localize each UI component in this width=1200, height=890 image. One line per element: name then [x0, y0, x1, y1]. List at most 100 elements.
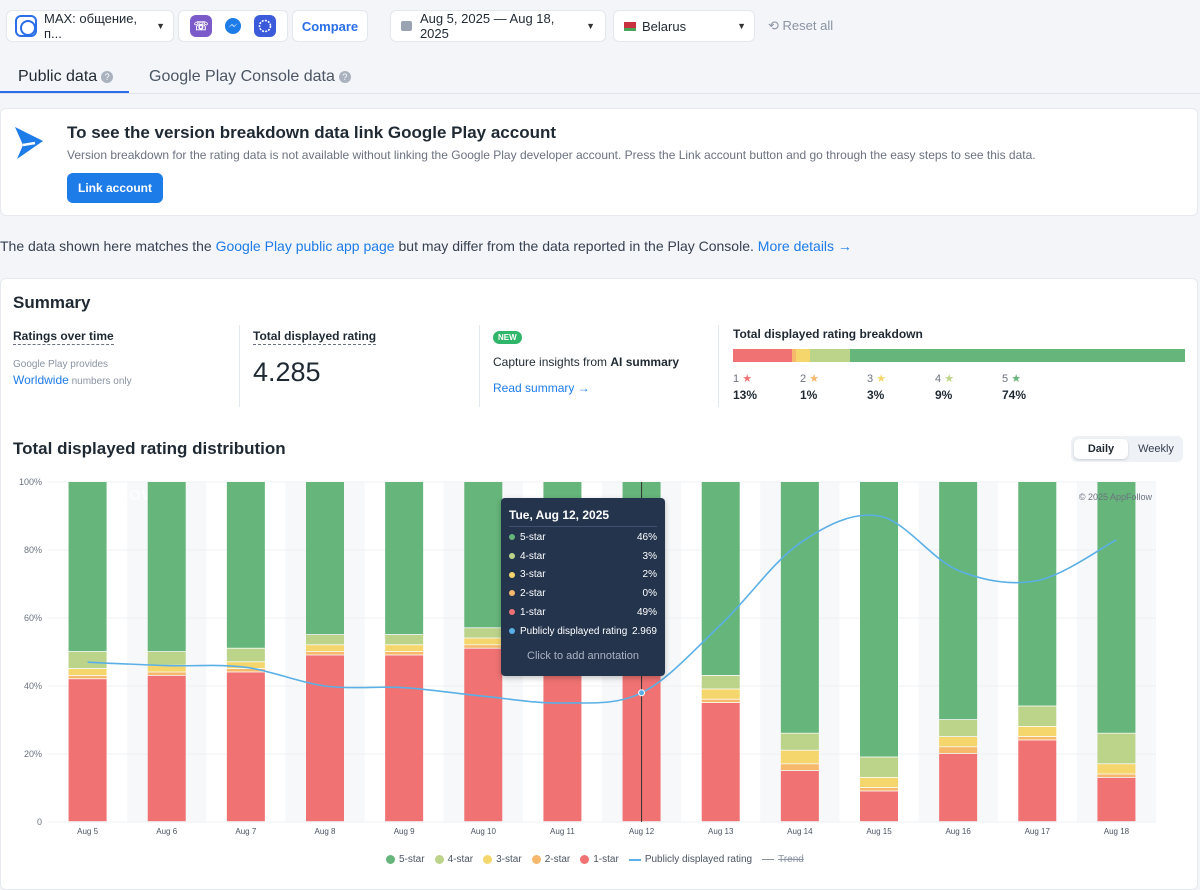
- bar-3-star: [385, 645, 424, 652]
- bar-1-star: [543, 648, 582, 822]
- bar-5-star: [939, 482, 978, 720]
- bar-3-star: [1018, 726, 1057, 737]
- legend-3-star[interactable]: 3-star: [483, 854, 522, 865]
- appfollow-logo-icon: [15, 127, 43, 159]
- tooltip-row-value: 0%: [642, 588, 657, 600]
- legend-displayed-rating[interactable]: Publicly displayed rating: [628, 854, 752, 865]
- bar-1-star: [464, 648, 503, 822]
- rating-point-highlight: [638, 689, 646, 697]
- bar-5-star: [860, 482, 898, 757]
- legend-5-star[interactable]: 5-star: [386, 854, 425, 865]
- bar-2-star: [385, 652, 424, 655]
- series-dot: [509, 627, 515, 634]
- tooltip-row: Publicly displayed rating 2.969: [509, 626, 657, 640]
- tooltip-row: 1-star 49%: [509, 607, 657, 621]
- tooltip-row-label: 1-star: [520, 606, 546, 618]
- tooltip-row-label: 4-star: [520, 550, 546, 562]
- help-icon[interactable]: ?: [101, 70, 114, 83]
- provides-text: Google Play provides: [13, 359, 109, 370]
- messenger-icon[interactable]: [222, 15, 244, 37]
- bar-3-star: [701, 689, 740, 699]
- breakdown-segment-5-star: [850, 349, 1185, 362]
- x-tick-label: Aug 10: [471, 827, 497, 836]
- bar-3-star: [860, 777, 898, 788]
- bar-4-star: [939, 720, 978, 737]
- bar-4-star: [701, 675, 740, 689]
- refresh-icon: ⟲: [768, 18, 783, 33]
- star-icon: ★: [944, 373, 955, 385]
- country-selector[interactable]: Belarus ▼: [613, 10, 755, 42]
- help-icon[interactable]: ?: [338, 70, 351, 83]
- legend-4-star[interactable]: 4-star: [434, 854, 473, 865]
- star-number: 3: [867, 373, 877, 385]
- ai-summary-label: AI summary: [610, 355, 680, 369]
- bar-2-star: [68, 675, 107, 679]
- date-range-picker[interactable]: Aug 5, 2025 — Aug 18, 2025 ▼: [390, 10, 606, 42]
- total-rating-value: 4.285: [253, 357, 321, 387]
- y-tick-label: 60%: [24, 613, 42, 623]
- new-badge: NEW: [493, 331, 522, 344]
- series-dot: [509, 534, 515, 541]
- belarus-flag-icon: [622, 21, 636, 31]
- y-tick-label: 100%: [19, 477, 42, 487]
- tooltip-row-value: 49%: [636, 606, 657, 618]
- bar-4-star: [780, 733, 819, 750]
- bar-5-star: [1097, 482, 1136, 733]
- star-pct: 13%: [733, 388, 758, 402]
- bar-1-star: [1097, 777, 1136, 822]
- capture-text: Capture insights from: [493, 355, 611, 369]
- banner-title: To see the version breakdown data link G…: [67, 123, 557, 142]
- note-prefix: The data shown here matches the: [0, 238, 216, 254]
- bar-2-star: [464, 645, 503, 648]
- x-tick-label: Aug 8: [315, 827, 336, 836]
- app-selector[interactable]: MAX: общение, п... ▼: [6, 10, 174, 42]
- add-annotation-hint[interactable]: Click to add annotation: [527, 650, 639, 662]
- x-tick-label: Aug 12: [629, 827, 655, 836]
- breakdown-segment-3-star: [796, 349, 810, 362]
- reset-all-label: Reset all: [782, 18, 834, 33]
- tooltip-row-value: 2%: [642, 569, 657, 581]
- active-tab-indicator: [0, 91, 129, 93]
- bar-1-star: [147, 675, 186, 822]
- bar-2-star: [226, 669, 265, 672]
- x-tick-label: Aug 13: [708, 827, 734, 836]
- more-details-link[interactable]: More details →: [757, 238, 852, 254]
- bar-3-star: [1097, 764, 1136, 774]
- tab-public-data[interactable]: Public data?: [18, 68, 114, 86]
- star-number: 4: [935, 373, 945, 385]
- chevron-down-icon: ▼: [737, 21, 746, 31]
- star-breakdown-1: 1 ★ 13%: [733, 372, 757, 402]
- bar-4-star: [68, 652, 107, 669]
- competitor-icons: ☏: [178, 10, 288, 42]
- legend-1-star[interactable]: 1-star: [580, 854, 619, 865]
- star-breakdown-2: 2 ★ 1%: [800, 372, 819, 402]
- date-range-value: Aug 5, 2025 — Aug 18, 2025: [419, 11, 555, 41]
- x-tick-label: Aug 6: [156, 827, 177, 836]
- x-tick-label: Aug 14: [787, 827, 813, 836]
- tooltip-row: 3-star 2%: [509, 569, 657, 583]
- divider: [479, 325, 480, 407]
- google-play-page-link[interactable]: Google Play public app page: [215, 238, 395, 254]
- worldwide-link[interactable]: Worldwide: [13, 373, 69, 387]
- read-summary-link[interactable]: Read summary →: [493, 381, 590, 395]
- star-pct: 3%: [867, 388, 885, 402]
- star-number: 1: [733, 373, 743, 385]
- star-pct: 1%: [800, 388, 818, 402]
- reset-all-button[interactable]: ⟲ Reset all: [768, 18, 833, 34]
- legend-2-star[interactable]: 2-star: [531, 854, 570, 865]
- tooltip-row-label: 2-star: [520, 588, 546, 600]
- viber-icon[interactable]: ☏: [190, 15, 212, 37]
- bar-4-star: [1097, 733, 1136, 764]
- tab-google-play-console-data[interactable]: Google Play Console data?: [149, 68, 351, 86]
- link-account-button[interactable]: Link account: [67, 173, 163, 203]
- compare-button[interactable]: Compare: [292, 10, 368, 42]
- bar-2-star: [780, 764, 819, 771]
- weekly-toggle[interactable]: Weekly: [1138, 443, 1174, 455]
- numbers-only-text: numbers only: [68, 376, 132, 387]
- data-source-note: The data shown here matches the Google P…: [0, 238, 852, 254]
- x-tick-label: Aug 7: [235, 827, 256, 836]
- legend-trend[interactable]: Trend: [762, 854, 804, 865]
- bar-4-star: [147, 652, 186, 665]
- daily-toggle[interactable]: Daily: [1074, 439, 1128, 459]
- signal-icon[interactable]: [254, 15, 276, 37]
